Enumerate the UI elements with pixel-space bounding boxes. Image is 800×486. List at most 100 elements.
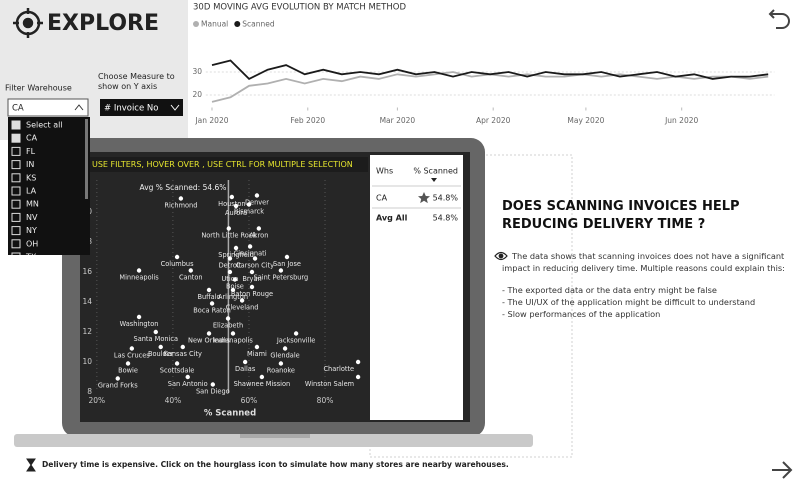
scatter-point xyxy=(232,277,238,282)
point-label: Canton xyxy=(179,274,203,282)
table-total: 54.8% xyxy=(433,214,459,223)
scatter-point xyxy=(254,344,260,350)
point-label: Elizabeth xyxy=(213,322,243,330)
table-panel xyxy=(370,155,463,420)
dropdown-option[interactable]: KS xyxy=(26,173,36,182)
scatter-point xyxy=(136,314,142,320)
scatter-point xyxy=(230,331,236,336)
x-tick-label: Jun 2020 xyxy=(664,116,698,125)
point-label: Roanoke xyxy=(267,367,295,375)
scatter-point xyxy=(249,269,255,275)
y-tick-label: 10 xyxy=(82,357,92,366)
dropdown-option[interactable]: MN xyxy=(26,200,39,209)
checkbox[interactable] xyxy=(11,239,21,249)
checkbox[interactable] xyxy=(11,120,21,130)
point-label: North Little Rock xyxy=(201,232,256,240)
point-label: Arlington xyxy=(218,293,248,301)
checkbox[interactable] xyxy=(11,199,21,209)
checkbox[interactable] xyxy=(11,133,21,143)
scatter-point xyxy=(174,361,180,366)
scatter-point xyxy=(209,301,215,306)
scatter-point xyxy=(284,254,290,260)
y-tick-label: 8 xyxy=(87,387,92,396)
bullet: - The UI/UX of the application might be … xyxy=(502,297,756,307)
point-label: Santa Monica xyxy=(134,335,179,343)
insight-title: DOES SCANNING INVOICES HELP REDUCING DEL… xyxy=(502,199,740,232)
point-label: Bowie xyxy=(118,367,138,375)
checkbox[interactable] xyxy=(11,252,21,261)
scatter-point xyxy=(185,374,190,380)
scatter-point xyxy=(355,359,361,365)
checkbox[interactable] xyxy=(11,160,21,170)
warehouse-list: Select all CA FL IN KS LA MN NV NY OH TX xyxy=(8,117,90,262)
dropdown-option[interactable]: NV xyxy=(26,213,38,222)
x-tick-label: Mar 2020 xyxy=(380,116,416,125)
point-label: Aurora xyxy=(225,209,247,217)
dropdown-option[interactable]: OH xyxy=(26,239,38,248)
scatter-point xyxy=(246,202,252,207)
dropdown-option[interactable]: CA xyxy=(26,134,38,143)
checkbox[interactable] xyxy=(11,146,21,156)
legend-marker xyxy=(193,21,199,27)
point-label: Dallas xyxy=(235,365,256,373)
dropdown-option[interactable]: NY xyxy=(26,226,37,235)
scatter-point xyxy=(225,316,231,321)
laptop-base xyxy=(14,434,533,447)
point-label: Washington xyxy=(120,320,159,328)
reference-label: Avg % Scanned: 54.6% xyxy=(140,183,227,192)
chart-title: 30D MOVING AVG EVOLUTION BY MATCH METHOD xyxy=(193,3,406,13)
table-header: Whs xyxy=(376,167,393,176)
dropdown-option[interactable]: FL xyxy=(26,147,36,156)
x-tick-label: Apr 2020 xyxy=(476,116,511,125)
sort-icon[interactable] xyxy=(431,178,437,182)
scatter-point xyxy=(233,245,239,251)
checkbox[interactable] xyxy=(11,212,21,222)
dropdown-option[interactable]: IN xyxy=(26,160,34,169)
scatter-point xyxy=(239,298,245,303)
scatter-point xyxy=(230,287,236,293)
scatter-point xyxy=(249,284,255,290)
scatter-point xyxy=(206,331,212,336)
eye-icon xyxy=(494,251,508,261)
point-label: Winston Salem xyxy=(305,380,354,388)
scatter-point xyxy=(252,256,258,261)
scatter-point xyxy=(188,268,193,273)
hourglass-icon[interactable] xyxy=(26,458,36,472)
scatter-point xyxy=(174,254,180,260)
scatter-point xyxy=(125,361,131,366)
line-series xyxy=(211,59,769,80)
measure-dropdown[interactable] xyxy=(100,99,183,116)
point-label: Grand Forks xyxy=(98,382,138,390)
checkbox[interactable] xyxy=(11,226,21,236)
back-arrow[interactable] xyxy=(768,9,790,29)
scatter-point xyxy=(229,194,235,200)
point-label: Shawnee Mission xyxy=(234,380,291,388)
dropdown-option[interactable]: TX xyxy=(25,253,37,262)
point-label: Kansas City xyxy=(164,350,202,358)
dropdown-list xyxy=(8,117,90,255)
dropdown-option[interactable]: Select all xyxy=(26,121,63,130)
point-label: Las Cruces xyxy=(114,352,150,360)
dropdown-option[interactable]: LA xyxy=(26,187,37,196)
star-icon xyxy=(418,192,430,204)
y-tick-label: 12 xyxy=(82,327,92,336)
point-label: Boca Raton xyxy=(193,307,231,315)
table-total: Avg All xyxy=(376,214,408,223)
scatter-point xyxy=(129,346,135,351)
point-label: Charlotte xyxy=(323,365,354,373)
next-arrow[interactable] xyxy=(772,461,793,479)
warehouse-dropdown[interactable] xyxy=(7,98,89,117)
x-tick-label: Feb 2020 xyxy=(290,116,325,125)
y-tick-label: 30 xyxy=(192,67,202,76)
scatter-point xyxy=(355,374,361,380)
scatter-point xyxy=(178,196,184,201)
y-tick-label: 14 xyxy=(82,297,92,306)
checkbox[interactable] xyxy=(11,186,21,196)
measure-label: Choose Measure to show on Y axis xyxy=(98,72,175,91)
y-tick-label: 20 xyxy=(192,90,202,99)
scatter-point xyxy=(206,287,212,293)
scatter-point xyxy=(242,359,248,365)
checkbox[interactable] xyxy=(11,173,21,183)
scatter-point xyxy=(180,344,185,350)
point-label: Bryan xyxy=(242,275,261,283)
